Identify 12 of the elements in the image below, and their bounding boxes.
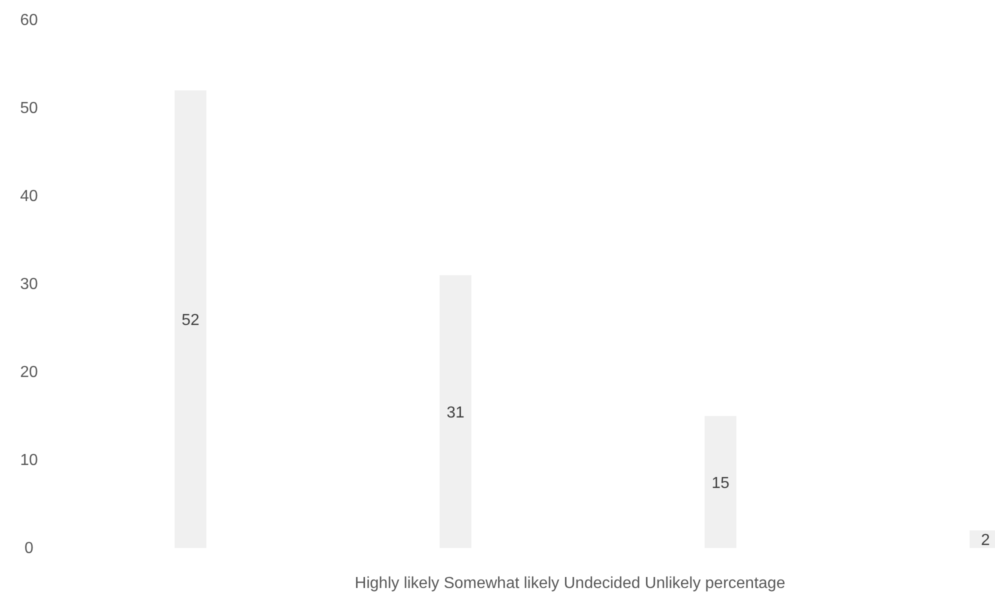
y-tick-label: 60 xyxy=(20,12,38,30)
y-tick-label: 40 xyxy=(20,188,38,206)
y-tick-label: 30 xyxy=(20,276,38,294)
y-tick-label: 0 xyxy=(24,540,34,558)
y-tick-label: 50 xyxy=(20,100,38,118)
data-label: 31 xyxy=(446,404,464,422)
data-label: 52 xyxy=(182,312,200,330)
data-label: 2 xyxy=(981,532,990,550)
x-axis-title: Highly likely Somewhat likely Undecided Unlikely percentage xyxy=(354,575,786,592)
y-tick-label: 20 xyxy=(20,364,38,382)
y-tick-label: 10 xyxy=(20,452,38,470)
data-label: 15 xyxy=(712,475,730,492)
